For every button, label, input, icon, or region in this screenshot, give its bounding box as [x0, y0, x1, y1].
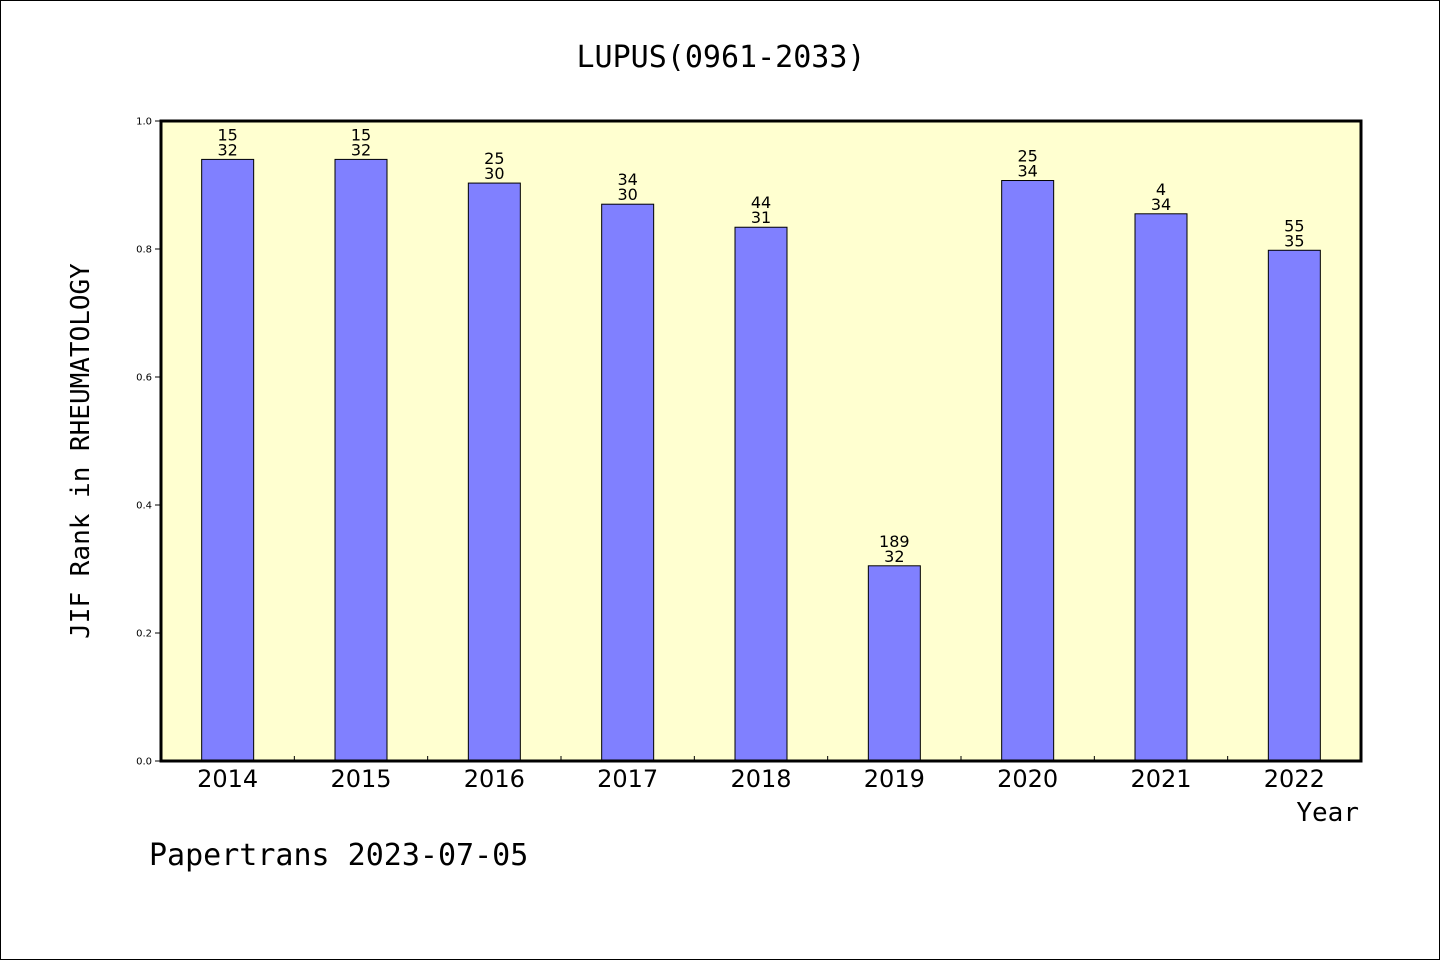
bar-label-rank-2022: 55 [1284, 216, 1304, 235]
x-tick-label-2019: 2019 [864, 765, 925, 793]
bar-2017 [601, 203, 655, 762]
x-axis-label: Year [1296, 798, 1359, 828]
y-tick-label-1.0: 1.0 [136, 117, 152, 128]
plot-frame [159, 119, 1363, 763]
footer-text: Papertrans 2023-07-05 [149, 838, 528, 873]
y-tick-label-0.4: 0.4 [136, 501, 152, 512]
bar-label-total-2019: 32 [884, 547, 904, 566]
y-tick-label-0.6: 0.6 [136, 373, 152, 384]
bar-label-total-2018: 31 [751, 208, 771, 227]
bar-label-rank-2016: 25 [484, 149, 504, 168]
bar-label-rank-2014: 15 [217, 125, 237, 144]
y-axis-label: JIF Rank in RHEUMATOLOGY [66, 263, 96, 639]
bar-label-total-2014: 32 [217, 140, 237, 159]
x-tick-label-2021: 2021 [1130, 765, 1191, 793]
bar-2014 [201, 158, 255, 762]
bar-label-total-2022: 35 [1284, 231, 1304, 250]
bar-label-rank-2020: 25 [1017, 147, 1037, 166]
bar-label-total-2015: 32 [351, 140, 371, 159]
ticks-layer: 2014 2015 2016 2017 2018 2019 2020 2021 2022 0.0 0… [136, 117, 1325, 794]
x-tick-label-2015: 2015 [330, 765, 391, 793]
x-tick-label-2018: 2018 [730, 765, 791, 793]
bar-2015 [334, 158, 388, 762]
x-tick-label-2022: 2022 [1264, 765, 1325, 793]
x-tick-label-2016: 2016 [464, 765, 525, 793]
bar-2021 [1134, 213, 1188, 762]
chart-title: LUPUS(0961-2033) [577, 40, 866, 75]
bar-label-total-2017: 30 [617, 185, 637, 204]
bar-label-total-2021: 34 [1151, 195, 1171, 214]
y-tick-label-0.0: 0.0 [136, 757, 152, 768]
x-tick-label-2017: 2017 [597, 765, 658, 793]
bar-label-total-2016: 30 [484, 164, 504, 183]
bar-2019 [867, 565, 921, 762]
bar-label-rank-2021: 4 [1156, 180, 1166, 199]
x-tick-label-2020: 2020 [997, 765, 1058, 793]
bar-label-total-2020: 34 [1017, 162, 1037, 181]
bar-2018 [734, 226, 788, 762]
bar-label-rank-2019: 189 [879, 532, 910, 551]
bar-2022 [1267, 249, 1321, 762]
y-tick-label-0.2: 0.2 [136, 629, 152, 640]
x-tick-label-2014: 2014 [197, 765, 258, 793]
y-tick-label-0.8: 0.8 [136, 245, 152, 256]
bar-2020 [1001, 180, 1055, 762]
bar-label-rank-2018: 44 [751, 193, 771, 212]
bar-label-rank-2015: 15 [351, 125, 371, 144]
bar-label-rank-2017: 34 [617, 170, 637, 189]
bar-2016 [467, 182, 521, 762]
